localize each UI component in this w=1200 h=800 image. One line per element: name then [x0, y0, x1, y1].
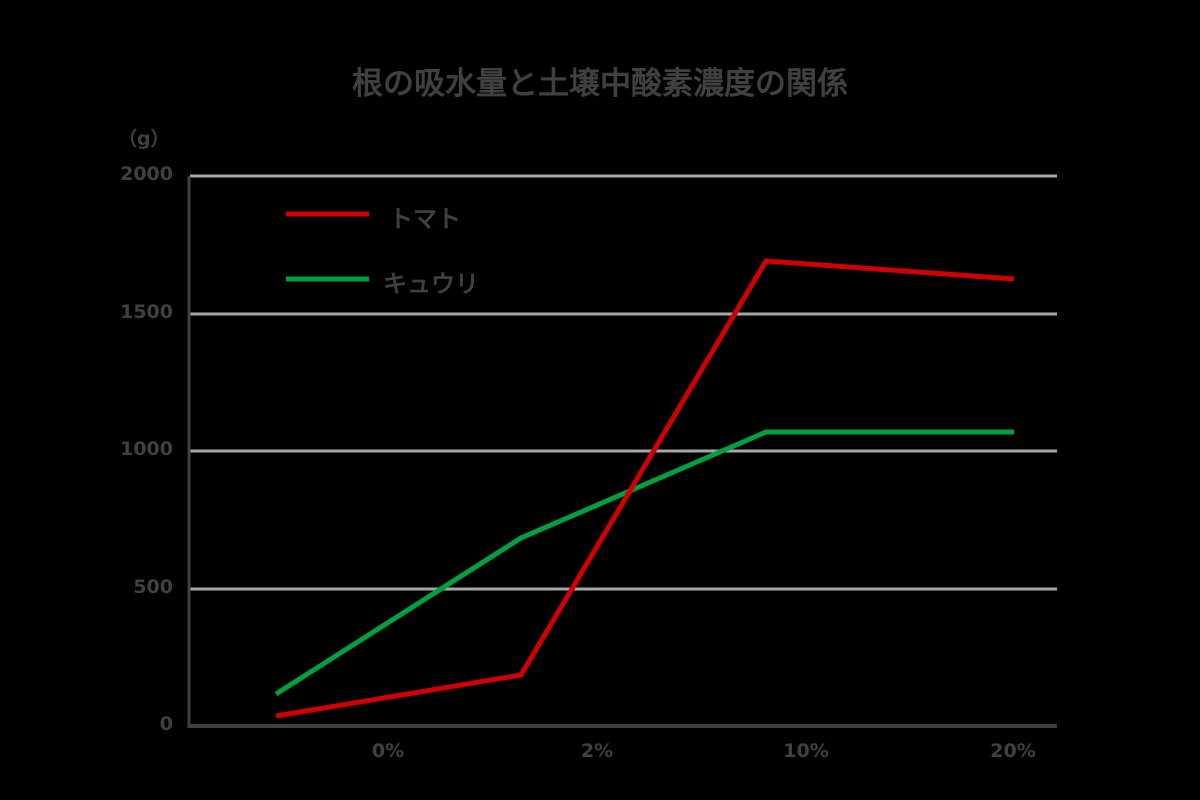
- y-tick-1000: 1000: [120, 438, 173, 460]
- legend-tomato-label: トマト: [389, 205, 461, 233]
- x-tick-10pct: 10%: [783, 740, 829, 762]
- series-cucumber-line: [274, 429, 1014, 697]
- y-tick-500: 500: [133, 576, 173, 598]
- y-tick-2000: 2000: [120, 163, 173, 185]
- x-tick-0pct: 0%: [371, 740, 405, 762]
- legend-cucumber-label: キュウリ: [383, 270, 479, 298]
- chart-title: 根の吸水量と土壌中酸素濃度の関係: [352, 66, 848, 102]
- y-tick-0: 0: [159, 713, 173, 735]
- y-axis-unit: （g）: [118, 128, 170, 150]
- y-tick-1500: 1500: [120, 301, 173, 323]
- x-tick-20pct: 20%: [990, 740, 1036, 762]
- series-tomato-line: [275, 258, 1015, 719]
- x-tick-2pct: 2%: [580, 740, 614, 762]
- gridlines: [190, 174, 1057, 591]
